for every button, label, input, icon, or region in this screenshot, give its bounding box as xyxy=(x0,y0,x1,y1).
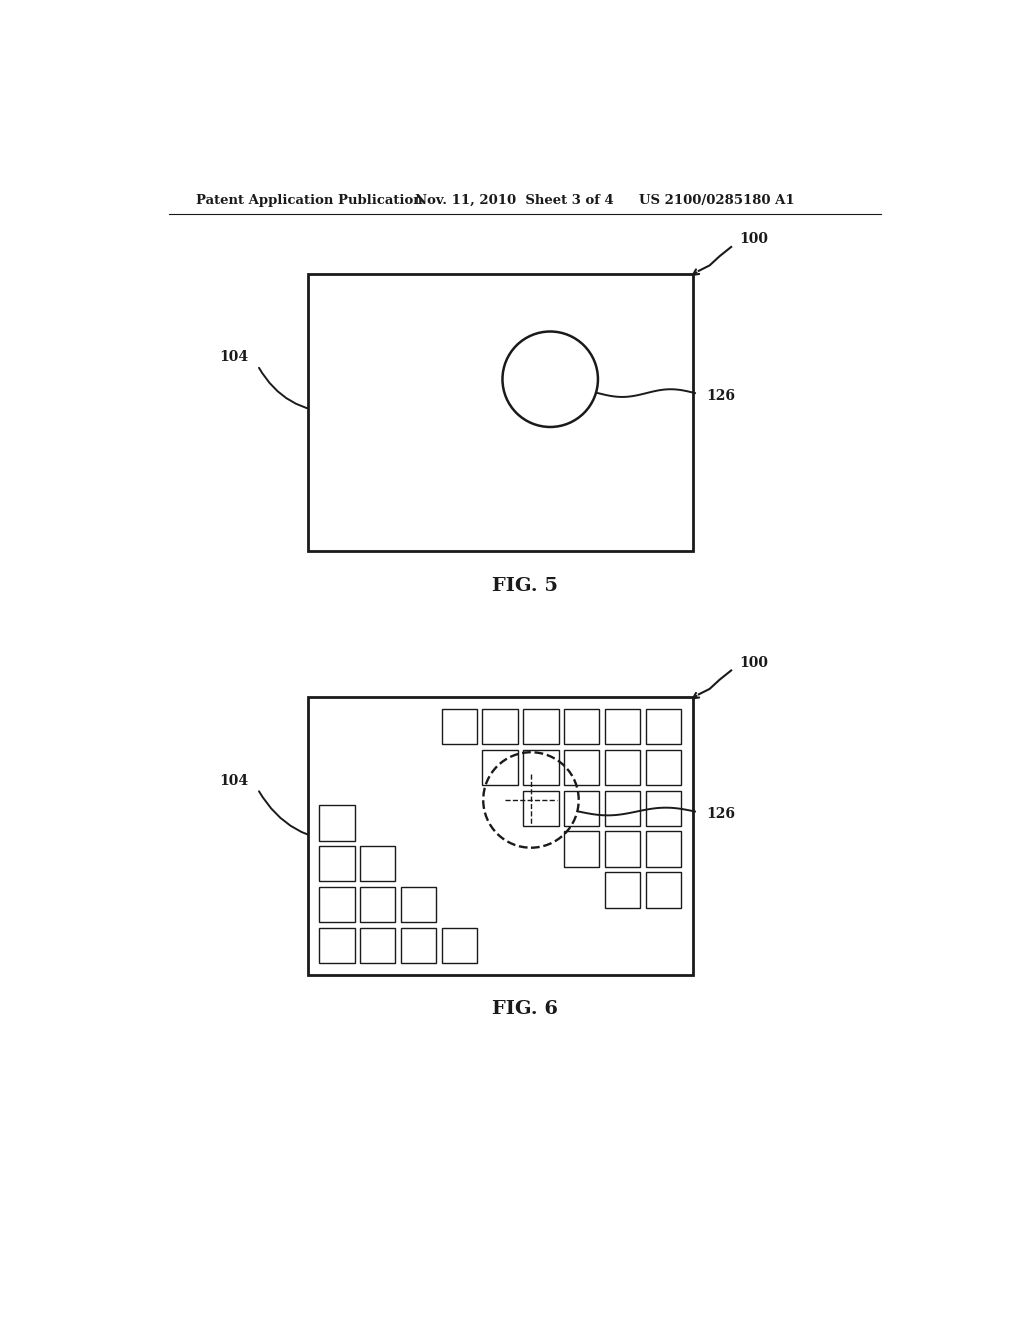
Bar xyxy=(441,928,477,964)
Bar xyxy=(646,750,681,785)
Text: 126: 126 xyxy=(707,807,735,821)
Bar xyxy=(360,928,395,964)
Bar xyxy=(646,873,681,908)
Text: 104: 104 xyxy=(219,774,248,788)
Bar xyxy=(400,928,436,964)
Text: 100: 100 xyxy=(739,232,768,247)
FancyArrowPatch shape xyxy=(259,368,336,413)
Bar xyxy=(646,832,681,867)
Bar xyxy=(605,873,640,908)
Text: FIG. 5: FIG. 5 xyxy=(492,577,558,595)
Bar xyxy=(605,791,640,826)
FancyArrowPatch shape xyxy=(259,791,347,842)
Bar xyxy=(307,275,692,552)
Bar xyxy=(646,791,681,826)
Bar xyxy=(482,750,518,785)
Bar xyxy=(360,887,395,923)
Bar xyxy=(523,750,559,785)
Text: 126: 126 xyxy=(707,389,735,403)
Text: Nov. 11, 2010  Sheet 3 of 4: Nov. 11, 2010 Sheet 3 of 4 xyxy=(416,194,614,207)
Bar xyxy=(307,697,692,974)
Bar xyxy=(319,846,354,882)
Text: US 2100/0285180 A1: US 2100/0285180 A1 xyxy=(639,194,795,207)
Bar xyxy=(605,832,640,867)
Bar xyxy=(605,750,640,785)
Bar xyxy=(400,887,436,923)
Bar xyxy=(646,709,681,744)
Bar xyxy=(523,709,559,744)
Text: 100: 100 xyxy=(739,656,768,669)
Text: FIG. 6: FIG. 6 xyxy=(492,1001,558,1018)
Bar xyxy=(605,709,640,744)
Bar xyxy=(564,750,599,785)
Text: Patent Application Publication: Patent Application Publication xyxy=(196,194,423,207)
Text: 104: 104 xyxy=(219,350,248,364)
Bar xyxy=(360,846,395,882)
Bar xyxy=(564,791,599,826)
Bar xyxy=(564,709,599,744)
Bar xyxy=(564,832,599,867)
Bar xyxy=(319,928,354,964)
Bar xyxy=(523,791,559,826)
Bar xyxy=(319,805,354,841)
Bar xyxy=(482,709,518,744)
Bar xyxy=(441,709,477,744)
Bar xyxy=(319,887,354,923)
